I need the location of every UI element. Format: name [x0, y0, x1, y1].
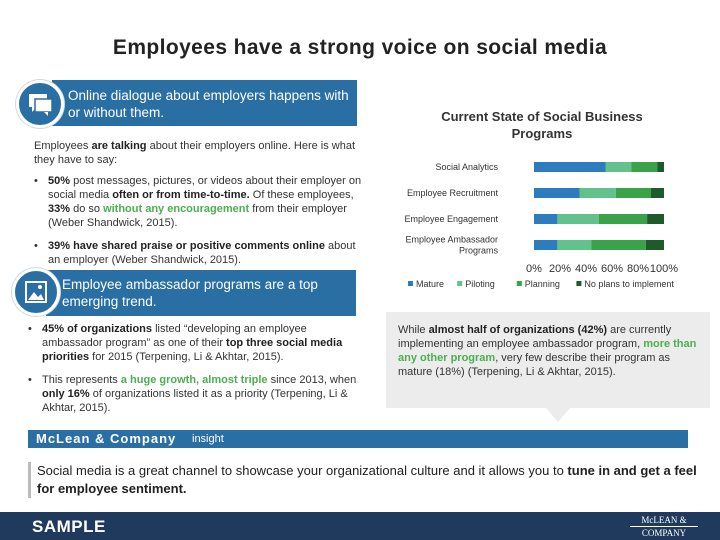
section1-bullets: 50% post messages, pictures, or videos a… — [34, 174, 370, 276]
bar-segment — [657, 162, 664, 172]
x-tick-label: 80% — [627, 263, 649, 275]
legend-entry: Mature — [416, 279, 444, 289]
section-banner-ambassador: Employee ambassador programs are a top e… — [46, 270, 356, 316]
page-title: Employees have a strong voice on social … — [112, 36, 608, 59]
bar-segment — [534, 162, 606, 172]
legend-entry: Piloting — [465, 279, 495, 289]
bar-segment — [615, 188, 651, 198]
bar-segment — [534, 240, 558, 250]
bar-segment — [605, 162, 632, 172]
bar-segment — [534, 188, 580, 198]
bar-segment — [579, 188, 616, 198]
bar-segment — [645, 240, 664, 250]
chat-bubbles-icon — [16, 80, 64, 128]
banner-text: Online dialogue about employers happens … — [68, 88, 349, 120]
bar-segment — [591, 240, 646, 250]
list-item: 50% post messages, pictures, or videos a… — [34, 174, 370, 230]
list-item: 39% have shared praise or positive comme… — [34, 239, 370, 267]
section-banner-online-dialogue: Online dialogue about employers happens … — [52, 80, 357, 126]
bar-segment — [631, 162, 658, 172]
sample-label: SAMPLE — [32, 517, 106, 536]
insight-label: insight — [192, 433, 224, 445]
section2-bullets: 45% of organizations listed “developing … — [28, 322, 370, 424]
bar-segment — [557, 240, 592, 250]
insight-text: Social media is a great channel to showc… — [28, 462, 709, 498]
brand-name: McLean & Company — [36, 431, 177, 446]
footer-bar — [0, 512, 720, 540]
legend-entry: Planning — [525, 279, 560, 289]
category-label: Employee Ambassador — [405, 235, 498, 245]
category-label: Employee Recruitment — [407, 188, 499, 198]
category-label: Social Analytics — [435, 162, 498, 172]
category-label: Employee Engagement — [404, 214, 498, 224]
callout-box — [386, 312, 710, 408]
callout-pointer — [546, 408, 570, 422]
bar-segment — [647, 214, 664, 224]
stacked-bar-chart: Social Analytics Employee Recruitment Empl… — [404, 162, 678, 289]
image-icon — [12, 268, 60, 316]
bar-segment — [599, 214, 648, 224]
legend-swatch — [457, 281, 463, 286]
legend-swatch — [408, 281, 413, 286]
legend-entry: No plans to implement — [584, 279, 674, 289]
x-tick-label: 0% — [526, 263, 542, 275]
legend-swatch — [576, 281, 582, 286]
legend-swatch — [516, 281, 522, 286]
chart-title: Current State of Social Business Program… — [441, 109, 643, 141]
company-logo: McLEAN & COMPANY — [630, 515, 698, 539]
x-tick-label: 100% — [650, 263, 678, 275]
bar-segment — [557, 214, 599, 224]
category-label: Programs — [459, 246, 499, 256]
list-item: 45% of organizations listed “developing … — [28, 322, 370, 364]
x-tick-label: 40% — [575, 263, 597, 275]
intro-text: Employees are talking about their employ… — [34, 140, 356, 166]
list-item: This represents a huge growth, almost tr… — [28, 373, 370, 415]
insight-header: McLean & Company insight — [28, 430, 688, 448]
bar-segment — [534, 214, 558, 224]
x-tick-label: 60% — [601, 263, 623, 275]
x-tick-label: 20% — [549, 263, 571, 275]
callout-text: While almost half of organizations (42%)… — [398, 324, 697, 378]
banner-text: Employee ambassador programs are a top e… — [62, 277, 318, 309]
bar-segment — [651, 188, 664, 198]
